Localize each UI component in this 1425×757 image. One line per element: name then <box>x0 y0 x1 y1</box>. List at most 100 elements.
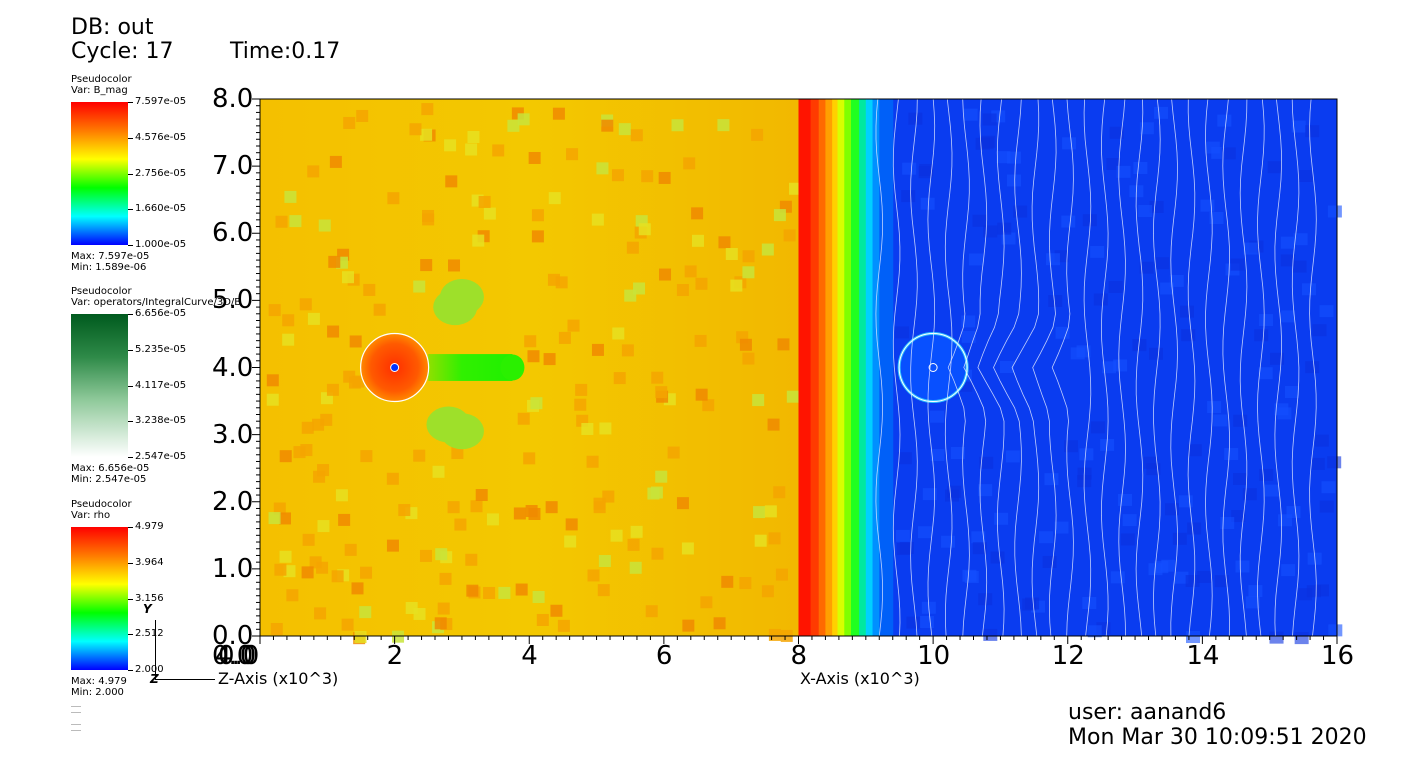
blue-speckle <box>1055 326 1070 339</box>
blue-speckle <box>1294 632 1309 645</box>
field-patch <box>783 229 796 242</box>
field-patch <box>641 170 654 183</box>
field-patch <box>331 570 344 583</box>
x-tick-label: 8 <box>790 641 808 671</box>
legend-rho-colorbar <box>71 527 128 670</box>
blue-speckle <box>971 531 986 544</box>
field-patch <box>486 513 499 526</box>
streamline <box>875 98 884 637</box>
legend-var: Var: B_mag <box>71 85 128 96</box>
field-patch <box>467 131 480 144</box>
y-tick-label: 5.0 <box>212 285 254 316</box>
field-patch <box>681 542 694 555</box>
legend-tick-label: 5.235e-05 <box>135 344 187 355</box>
blue-speckle <box>896 543 911 556</box>
field-patch <box>279 550 292 563</box>
blue-speckle <box>941 535 956 548</box>
field-patch <box>286 589 299 602</box>
blue-speckle <box>1314 434 1329 447</box>
blue-speckle <box>901 190 916 203</box>
shock-band <box>879 99 894 636</box>
legend-max: Max: 7.597e-05 <box>71 251 150 262</box>
legend-tick-label: 4.576e-05 <box>135 132 187 143</box>
blue-speckle <box>1328 624 1343 637</box>
field-patch <box>581 422 594 435</box>
blue-speckle <box>947 485 962 498</box>
field-patch <box>492 144 505 157</box>
body-outline-left <box>360 332 430 403</box>
field-patch <box>626 241 639 254</box>
blue-speckle <box>963 108 978 121</box>
field-patch <box>725 247 738 260</box>
field-patch <box>647 487 660 500</box>
field-patch <box>465 143 478 156</box>
field-patch <box>739 577 752 590</box>
blue-speckle <box>1042 555 1057 568</box>
field-patch <box>752 394 765 407</box>
legend-var: Var: operators/IntegralCurve/3D/B <box>71 297 242 308</box>
field-patch <box>335 489 348 502</box>
field-patch <box>630 129 643 142</box>
field-patch <box>717 119 730 132</box>
field-patch <box>278 512 291 525</box>
blue-speckle <box>1242 488 1257 501</box>
blue-speckle <box>1054 521 1069 534</box>
artifact-mark <box>71 730 81 731</box>
streamline <box>963 98 988 637</box>
field-patch <box>314 607 327 620</box>
field-patch <box>268 304 281 317</box>
field-patch <box>651 371 664 384</box>
blue-speckle <box>1007 174 1022 187</box>
field-patch <box>523 452 536 465</box>
left-panel-background <box>260 99 799 636</box>
field-patch <box>307 312 320 325</box>
field-patch <box>515 583 528 596</box>
streamline <box>1274 98 1283 637</box>
field-patch <box>301 421 314 434</box>
blue-speckle <box>961 330 976 343</box>
blue-speckle <box>1280 254 1295 267</box>
blue-speckle <box>1305 361 1320 374</box>
field-patch <box>671 119 684 132</box>
body-outline-right <box>898 333 968 402</box>
blue-speckle <box>1286 506 1301 519</box>
legend-tick-mark <box>128 527 133 528</box>
x-tick-label: 2 <box>386 641 404 671</box>
field-patch <box>432 465 445 478</box>
blue-speckle <box>897 452 912 465</box>
legend-tick-mark <box>128 209 133 210</box>
field-patch <box>524 335 537 348</box>
blue-speckle <box>1143 456 1158 469</box>
blue-speckle <box>902 162 917 175</box>
blue-speckle <box>1224 448 1239 461</box>
field-patch <box>684 265 697 278</box>
field-patch <box>351 582 364 595</box>
field-patch <box>517 412 530 425</box>
blue-speckle <box>1116 165 1131 178</box>
legend-tick-mark <box>128 599 133 600</box>
field-patch <box>266 374 279 387</box>
blue-speckle <box>1298 169 1313 182</box>
field-patch <box>655 386 668 399</box>
y-tick-label: 8.0 <box>212 84 254 114</box>
blue-speckle <box>1213 414 1228 427</box>
field-patch <box>597 584 610 597</box>
field-patch <box>513 507 526 520</box>
streamline <box>1187 98 1196 637</box>
field-patch <box>742 266 755 279</box>
blue-speckle <box>950 446 965 459</box>
legend-tick-mark <box>128 563 133 564</box>
field-patch <box>274 563 287 576</box>
blue-speckle <box>1172 532 1187 545</box>
blue-speckle <box>1233 414 1248 427</box>
field-patch <box>507 119 520 132</box>
shock-band <box>872 99 880 636</box>
blue-speckle <box>922 488 937 501</box>
field-patch <box>548 192 561 205</box>
field-patch <box>420 128 433 141</box>
field-patch <box>695 277 708 290</box>
field-patch <box>629 561 642 574</box>
shock-band <box>865 99 874 636</box>
blue-speckle <box>1102 361 1117 374</box>
